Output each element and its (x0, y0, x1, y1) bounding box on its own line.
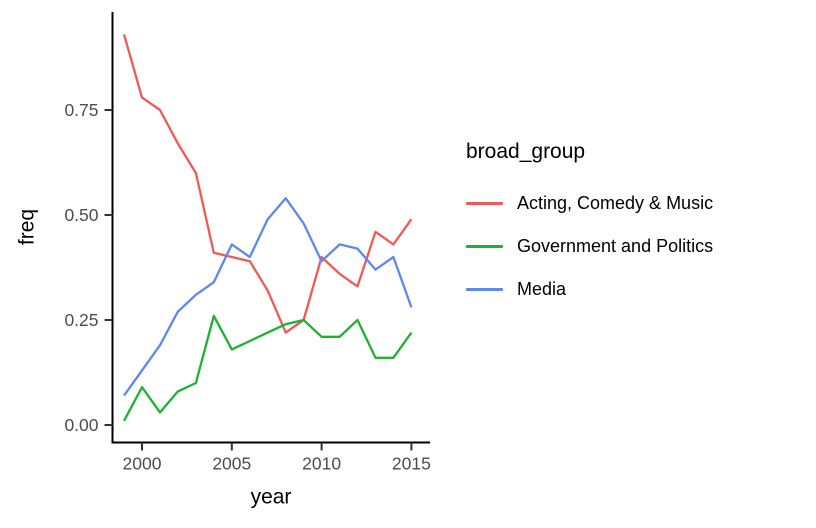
y-tick-label: 0.00 (64, 415, 98, 435)
x-axis-title: year (250, 485, 292, 509)
y-tick-label: 0.75 (64, 100, 98, 120)
x-tick-label: 2010 (302, 454, 341, 474)
legend-key-line (466, 245, 503, 248)
legend-key-line (466, 202, 503, 205)
legend-item: Media (466, 268, 713, 311)
legend-title: broad_group (466, 140, 586, 163)
legend-item: Acting, Comedy & Music (466, 182, 713, 225)
series-line-government-and-politics (122, 314, 413, 422)
series-line-acting-comedy-music (122, 34, 413, 334)
legend-item-label: Media (517, 279, 567, 299)
x-tick-label: 2015 (392, 454, 431, 474)
legend-item: Government and Politics (466, 225, 713, 268)
legend-item-label: Government and Politics (517, 236, 714, 256)
legend-key-line (466, 288, 503, 291)
x-tick-label: 2000 (123, 454, 162, 474)
legend-items: Acting, Comedy & Music Government and Pol… (466, 182, 713, 311)
y-tick-label: 0.25 (64, 310, 98, 330)
series-line-media (123, 197, 413, 397)
y-axis-title: freq (15, 208, 39, 246)
legend: broad_group Acting, Comedy & Music Govern… (466, 140, 713, 311)
y-tick-label: 0.50 (64, 205, 98, 225)
x-tick-label: 2005 (212, 454, 251, 474)
legend-item-label: Acting, Comedy & Music (517, 193, 714, 213)
